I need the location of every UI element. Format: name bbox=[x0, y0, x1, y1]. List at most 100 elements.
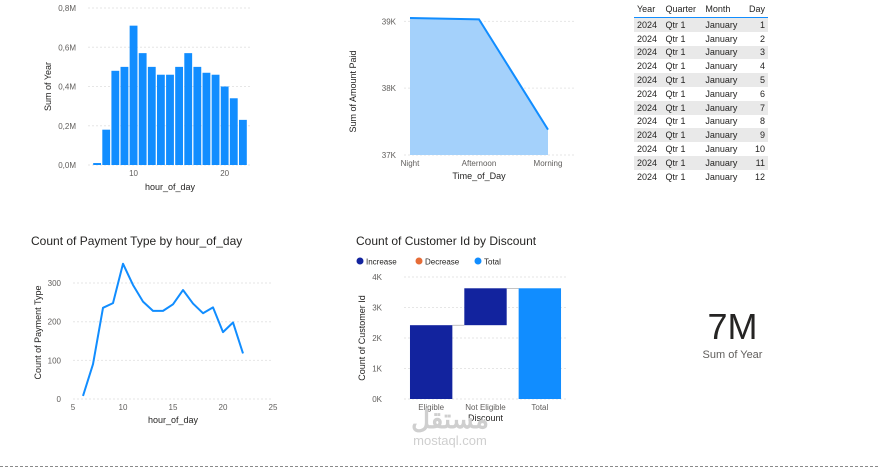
table-cell: 2024 bbox=[634, 100, 663, 115]
y-axis-title: Sum of Amount Paid bbox=[348, 50, 358, 132]
table-body: 2024 Qtr 1 January 1 2024 Qtr 1 January 2 2024 Qt… bbox=[634, 17, 768, 184]
table-cell: January bbox=[702, 155, 744, 170]
table-cell: 1 bbox=[743, 17, 768, 32]
table-row[interactable]: 2024 Qtr 1 January 5 bbox=[634, 73, 768, 87]
waterfall-bar bbox=[464, 288, 507, 326]
table-row[interactable]: 2024 Qtr 1 January 10 bbox=[634, 142, 768, 156]
table-cell: 2024 bbox=[634, 155, 663, 170]
table-row[interactable]: 2024 Qtr 1 January 1 bbox=[634, 17, 768, 32]
x-tick-label: Morning bbox=[534, 159, 563, 168]
table-row[interactable]: 2024 Qtr 1 January 8 bbox=[634, 114, 768, 129]
y-tick-label: 2K bbox=[372, 334, 382, 343]
x-tick-label: Night bbox=[401, 159, 420, 168]
table-cell: 2024 bbox=[634, 59, 663, 74]
x-tick-label: Not Eligible bbox=[465, 403, 506, 412]
table-cell: Qtr 1 bbox=[662, 169, 703, 184]
x-tick-label: Afternoon bbox=[462, 159, 497, 168]
x-tick-label: 15 bbox=[169, 403, 178, 412]
x-tick-label: 5 bbox=[71, 403, 76, 412]
y-tick-label: 0,8M bbox=[58, 4, 76, 13]
table-cell: 2024 bbox=[634, 73, 663, 87]
bar bbox=[184, 53, 193, 166]
table-cell: January bbox=[702, 142, 744, 156]
table-row[interactable]: 2024 Qtr 1 January 7 bbox=[634, 100, 768, 115]
bar bbox=[166, 74, 174, 165]
y-axis-title: Count of Payment Type bbox=[33, 286, 43, 380]
y-tick-label: 1K bbox=[372, 365, 382, 374]
table-cell: 2024 bbox=[634, 169, 663, 184]
table-cell: Qtr 1 bbox=[662, 17, 703, 32]
table-cell: 2024 bbox=[634, 17, 663, 32]
y-axis-title: Count of Customer Id bbox=[357, 295, 367, 381]
table-cell: January bbox=[702, 86, 744, 101]
table-cell: Qtr 1 bbox=[662, 114, 703, 129]
table-row[interactable]: 2024 Qtr 1 January 4 bbox=[634, 59, 768, 74]
x-tick-label: 20 bbox=[219, 403, 228, 412]
watermark: مستقل mostaql.com bbox=[395, 405, 505, 448]
table-row[interactable]: 2024 Qtr 1 January 3 bbox=[634, 45, 768, 60]
y-tick-label: 37K bbox=[382, 151, 397, 160]
table-cell: Qtr 1 bbox=[662, 45, 703, 60]
x-tick-label: 20 bbox=[220, 169, 229, 178]
bar bbox=[175, 66, 184, 165]
bar bbox=[229, 98, 238, 165]
table-row[interactable]: 2024 Qtr 1 January 9 bbox=[634, 128, 768, 143]
table-row[interactable]: 2024 Qtr 1 January 2 bbox=[634, 31, 768, 46]
bar bbox=[220, 86, 229, 165]
legend-marker bbox=[356, 257, 364, 265]
table-cell: 4 bbox=[743, 59, 768, 74]
kpi-label: Sum of Year bbox=[702, 349, 763, 361]
table-row[interactable]: 2024 Qtr 1 January 12 bbox=[634, 169, 768, 184]
series-line bbox=[409, 17, 549, 131]
table-cell: Qtr 1 bbox=[662, 59, 703, 74]
column-header[interactable]: Month bbox=[702, 0, 744, 18]
y-tick-label: 0 bbox=[57, 395, 62, 404]
column-header[interactable]: Day bbox=[743, 0, 768, 18]
table-cell: Qtr 1 bbox=[662, 100, 703, 115]
table-cell: 2024 bbox=[634, 31, 663, 46]
kpi-value: 7M bbox=[707, 306, 758, 347]
line-chart-payment-type: Count of Payment Type by hour_of_day 0 100… bbox=[31, 234, 278, 425]
bar bbox=[238, 119, 247, 165]
bar bbox=[211, 74, 220, 165]
y-tick-label: 0,6M bbox=[58, 43, 76, 52]
waterfall-chart-panel: Count of Customer Id by Discount Increase… bbox=[352, 228, 582, 433]
x-tick-label: 25 bbox=[269, 403, 278, 412]
table-cell: 2024 bbox=[634, 114, 663, 129]
y-tick-label: 200 bbox=[48, 318, 62, 327]
bar bbox=[193, 66, 202, 165]
table-row[interactable]: 2024 Qtr 1 January 6 bbox=[634, 86, 768, 101]
y-tick-label: 0K bbox=[372, 395, 382, 404]
watermark-logo: مستقل bbox=[411, 404, 489, 434]
table-cell: January bbox=[702, 31, 744, 46]
table-cell: January bbox=[702, 17, 744, 32]
x-tick-label: 10 bbox=[119, 403, 128, 412]
legend-label: Total bbox=[484, 258, 501, 267]
chart-title: Count of Payment Type by hour_of_day bbox=[31, 234, 242, 248]
bar-chart-sum-of-year: 0,0M 0,2M 0,4M 0,6M 0,8M 10 20 hour_of_day Sum o… bbox=[43, 4, 252, 192]
table-row[interactable]: 2024 Qtr 1 January 11 bbox=[634, 155, 768, 170]
table-cell: 5 bbox=[743, 73, 768, 87]
y-tick-label: 0,0M bbox=[58, 161, 76, 170]
table-cell: Qtr 1 bbox=[662, 155, 703, 170]
x-axis-title: hour_of_day bbox=[145, 182, 196, 192]
table-cell: Qtr 1 bbox=[662, 142, 703, 156]
table-cell: 10 bbox=[743, 142, 768, 156]
table-cell: 9 bbox=[743, 128, 768, 143]
y-tick-label: 300 bbox=[48, 279, 62, 288]
y-axis-title: Sum of Year bbox=[43, 62, 53, 111]
table-cell: Qtr 1 bbox=[662, 86, 703, 101]
bar bbox=[202, 72, 211, 165]
column-header[interactable]: Year bbox=[634, 0, 663, 18]
table-cell: 2024 bbox=[634, 128, 663, 143]
area-chart-panel: 37K 38K 39K Night Afternoon Morning Time_of_Da… bbox=[340, 0, 580, 190]
table-cell: January bbox=[702, 59, 744, 74]
legend-marker bbox=[415, 257, 423, 265]
bar bbox=[138, 53, 147, 166]
x-axis-title: Discount bbox=[468, 413, 504, 423]
column-header[interactable]: Quarter bbox=[662, 0, 703, 18]
table-cell: 2024 bbox=[634, 142, 663, 156]
bar bbox=[120, 66, 129, 165]
y-tick-label: 4K bbox=[372, 273, 382, 282]
x-axis-title: Time_of_Day bbox=[452, 171, 506, 181]
